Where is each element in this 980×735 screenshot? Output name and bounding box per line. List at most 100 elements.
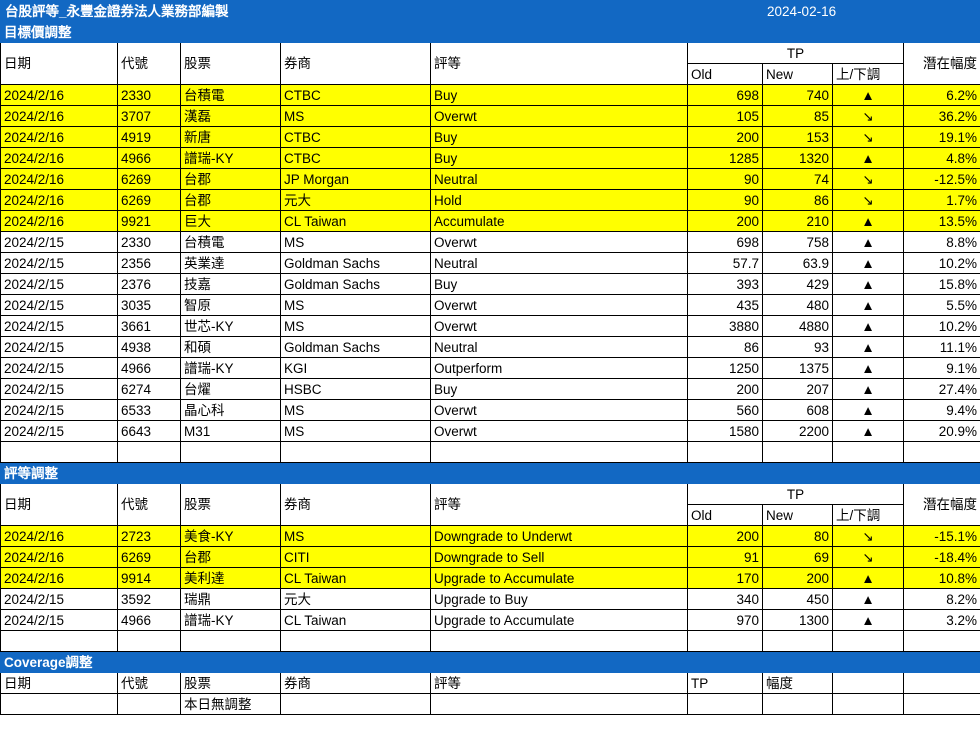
cell-tp-old: 698 — [687, 231, 764, 253]
cell-tp-old: 698 — [687, 84, 764, 106]
table-row: 2024/2/15 2330 台積電 MS Overwt 698 758 ▲ 8.8% — [0, 231, 980, 253]
table-row: 2024/2/15 6643 M31 MS Overwt 1580 2200 ▲ 20.9% — [0, 420, 980, 442]
cell-direction-icon: ↘ — [832, 105, 905, 127]
cell-stock: M31 — [180, 420, 281, 442]
cell-tp-old: 86 — [687, 336, 764, 358]
table-row: 2024/2/15 6274 台燿 HSBC Buy 200 207 ▲ 27.4% — [0, 378, 980, 400]
column-header-range: 幅度 — [762, 672, 834, 694]
cell-rating: Buy — [429, 126, 689, 148]
blank-cell — [903, 441, 980, 463]
cell-code: 2330 — [117, 231, 181, 253]
cell-direction-icon: ▲ — [832, 399, 905, 421]
section-spacer-a-coverage-change — [762, 651, 834, 673]
table-row: 2024/2/16 4966 譜瑞-KY CTBC Buy 1285 1320 ▲ 4.8% — [0, 147, 980, 169]
blank-cell — [687, 441, 764, 463]
cell-direction-icon: ↘ — [832, 525, 905, 547]
cell-code: 2376 — [117, 273, 181, 295]
cell-tp-new: 74 — [762, 168, 834, 190]
column-header-potential: 潛在幅度 — [903, 483, 980, 526]
blank-cell — [429, 441, 689, 463]
cell-date: 2024/2/16 — [0, 189, 118, 211]
cell-date: 2024/2/16 — [0, 126, 118, 148]
cell-code: 6274 — [117, 378, 181, 400]
cell-code: 3592 — [117, 588, 181, 610]
blank-cell — [0, 441, 118, 463]
cell-code: 6269 — [117, 168, 181, 190]
cell-direction-icon: ▲ — [832, 420, 905, 442]
cell-potential: 3.2% — [903, 609, 980, 631]
spacer-row-2 — [0, 630, 980, 652]
cell-broker — [280, 693, 431, 715]
cell-tp-new: 450 — [762, 588, 834, 610]
blank-cell — [117, 441, 181, 463]
cell-date: 2024/2/15 — [0, 378, 118, 400]
cell-broker: Goldman Sachs — [280, 252, 431, 274]
cell-date: 2024/2/15 — [0, 420, 118, 442]
cell-rating: Upgrade to Buy — [429, 588, 689, 610]
cell-tp-new: 85 — [762, 105, 834, 127]
table-row: 2024/2/15 3035 智原 MS Overwt 435 480 ▲ 5.5% — [0, 294, 980, 316]
blank-cell — [762, 630, 834, 652]
cell-broker: MS — [280, 420, 431, 442]
blank-cell — [0, 630, 118, 652]
column-header-tp: TP — [687, 672, 764, 694]
column-header-tp-dir: 上/下調 — [832, 504, 905, 526]
cell-broker: CTBC — [280, 147, 431, 169]
cell-tp-old: 435 — [687, 294, 764, 316]
column-header-row-coverage-change: 日期 代號 股票 券商 評等 TP 幅度 — [0, 672, 980, 694]
cell-date: 2024/2/15 — [0, 588, 118, 610]
cell-tp-old: 105 — [687, 105, 764, 127]
column-header-stock: 股票 — [180, 672, 281, 694]
blank-cell — [762, 441, 834, 463]
column-header-date: 日期 — [0, 483, 118, 526]
blank-cell — [280, 441, 431, 463]
cell-date: 2024/2/16 — [0, 147, 118, 169]
cell-stock: 技嘉 — [180, 273, 281, 295]
cell-rating: Downgrade to Underwt — [429, 525, 689, 547]
cell-stock: 台積電 — [180, 84, 281, 106]
cell-rating: Upgrade to Accumulate — [429, 609, 689, 631]
cell-stock: 美利達 — [180, 567, 281, 589]
cell-rating: Neutral — [429, 168, 689, 190]
cell-stock: 譜瑞-KY — [180, 609, 281, 631]
cell-date: 2024/2/15 — [0, 315, 118, 337]
column-header-blank-2 — [903, 672, 980, 694]
column-header-row-top-target-price: 日期 代號 股票 券商 評等 TP 潛在幅度 — [0, 42, 980, 85]
cell-date: 2024/2/16 — [0, 105, 118, 127]
cell-code: 6269 — [117, 189, 181, 211]
cell-potential: 11.1% — [903, 336, 980, 358]
cell-rating: Overwt — [429, 399, 689, 421]
column-header-tp-old: Old — [687, 63, 764, 85]
cell-potential: 13.5% — [903, 210, 980, 232]
cell-tp-new: 153 — [762, 126, 834, 148]
cell-date: 2024/2/15 — [0, 294, 118, 316]
cell-potential: 10.8% — [903, 567, 980, 589]
cell-stock: 台郡 — [180, 546, 281, 568]
cell-broker: MS — [280, 399, 431, 421]
cell-stock: 台燿 — [180, 378, 281, 400]
cell-tp-new: 86 — [762, 189, 834, 211]
column-header-stock: 股票 — [180, 42, 281, 85]
report-date: 2024-02-16 — [762, 0, 905, 22]
section-header-row-coverage-change: Coverage調整 — [0, 651, 980, 673]
cell-direction-icon: ▲ — [832, 252, 905, 274]
cell-tp-new: 200 — [762, 567, 834, 589]
cell-rating: Overwt — [429, 315, 689, 337]
cell-potential: 20.9% — [903, 420, 980, 442]
table-row: 2024/2/15 3592 瑞鼎 元大 Upgrade to Buy 340 450 ▲ 8.… — [0, 588, 980, 610]
column-header-code: 代號 — [117, 672, 181, 694]
title-spacer-1 — [687, 0, 764, 22]
blank-cell — [180, 441, 281, 463]
cell-rating: Downgrade to Sell — [429, 546, 689, 568]
cell-broker: CTBC — [280, 126, 431, 148]
cell-direction-icon: ▲ — [832, 147, 905, 169]
cell-potential: -15.1% — [903, 525, 980, 547]
cell-potential: 15.8% — [903, 273, 980, 295]
cell-rating: Buy — [429, 273, 689, 295]
cell-potential: 8.2% — [903, 588, 980, 610]
spacer-row-1 — [0, 441, 980, 463]
column-header-broker: 券商 — [280, 483, 431, 526]
section-spacer-c-rating-change — [903, 462, 980, 484]
cell-tp-old: 340 — [687, 588, 764, 610]
cell-potential: 10.2% — [903, 315, 980, 337]
